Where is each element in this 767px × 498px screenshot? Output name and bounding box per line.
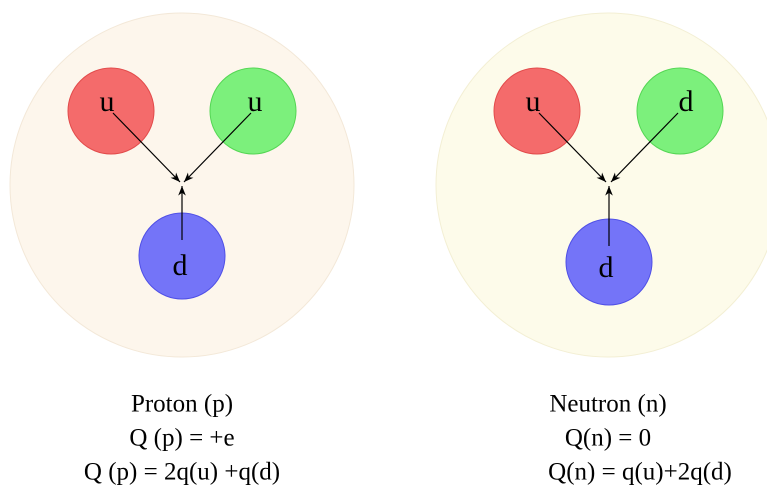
neutron: u d d Neutron (n) Q(n) = 0 Q(n) = q(u)+2… [435, 12, 767, 486]
proton-body [9, 12, 355, 358]
neutron-body [435, 12, 767, 358]
arrow [538, 112, 607, 183]
quark-label: d [599, 251, 614, 284]
arrow [610, 112, 679, 183]
hadron-name: Neutron (n) [549, 391, 666, 418]
quark-label: d [173, 249, 188, 282]
hadron-name: Proton (p) [131, 391, 233, 418]
charge: Q(n) = 0 [565, 425, 651, 452]
proton: u u d Proton (p) Q (p) = +e Q (p) = 2q(u… [9, 12, 355, 486]
formula: Q(n) = q(u)+2q(d) [548, 459, 732, 486]
quark-label: u [248, 85, 263, 118]
formula: Q (p) = 2q(u) +q(d) [84, 459, 280, 486]
quark-label: d [679, 85, 694, 118]
quark-label: u [526, 85, 541, 118]
arrow [183, 112, 252, 183]
arrow [112, 112, 181, 183]
charge: Q (p) = +e [129, 425, 234, 452]
quark-label: u [100, 85, 115, 118]
